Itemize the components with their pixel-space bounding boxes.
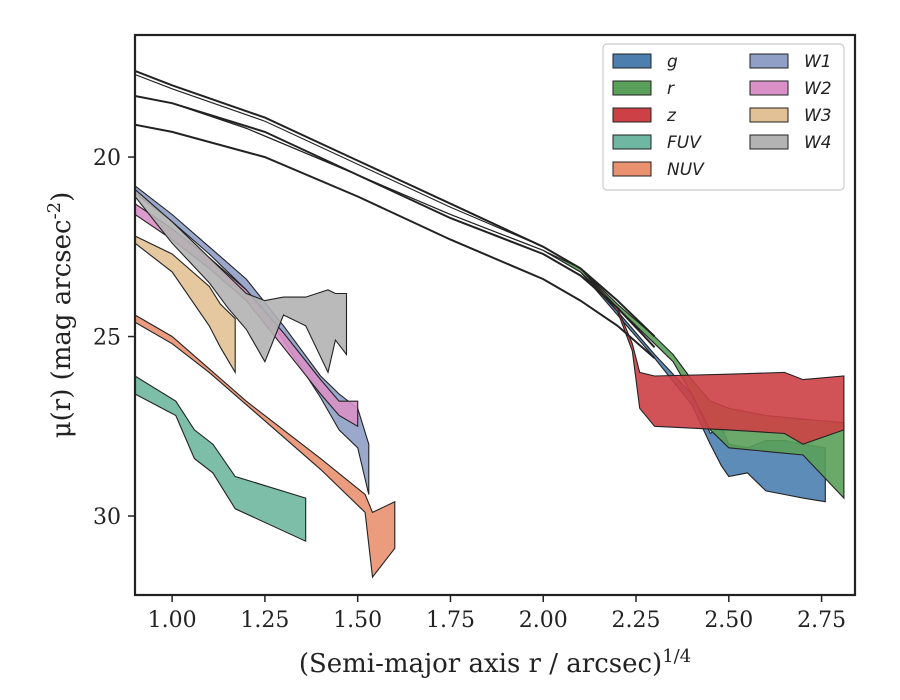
legend-label: r — [667, 79, 675, 99]
legend-swatch — [749, 80, 789, 96]
legend-swatch — [612, 53, 652, 69]
legend-swatch — [612, 80, 652, 96]
legend-swatch — [612, 161, 652, 177]
band-w1 — [135, 185, 370, 495]
band-fuv — [135, 375, 307, 543]
x-axis-label: (Semi-major axis r / arcsec)1/4 — [299, 646, 691, 679]
x-tick-label: 1.00 — [148, 608, 197, 633]
legend: grz FUV NUV W1 W2 W3 W4 — [602, 43, 845, 191]
legend-swatch — [749, 134, 789, 150]
band-w4 — [135, 188, 348, 375]
plot-frame — [133, 33, 857, 597]
legend-swatch — [749, 53, 789, 69]
y-axis: 20 25 30 — [93, 146, 135, 530]
x-tick-label: 1.75 — [426, 608, 475, 633]
y-axis-label: μ(r) (mag arcsec-2) — [44, 192, 77, 439]
x-tick-label: 2.50 — [704, 608, 753, 633]
legend-item-z: z — [612, 106, 677, 126]
legend-label: g — [667, 52, 678, 72]
legend-item-w4: W4 — [749, 133, 832, 153]
legend-label: W2 — [804, 79, 832, 99]
x-tick-label: 2.00 — [519, 608, 568, 633]
legend-swatch — [612, 107, 652, 123]
band-r — [135, 95, 845, 500]
profile-line-3 — [135, 123, 656, 359]
legend-label: z — [666, 106, 677, 126]
y-tick-label: 30 — [93, 505, 121, 530]
legend-swatch — [612, 134, 652, 150]
x-tick-label: 2.25 — [612, 608, 661, 633]
legend-item-nuv: NUV — [612, 160, 705, 180]
x-tick-label: 2.75 — [797, 608, 846, 633]
band-nuv — [135, 314, 396, 579]
x-tick-label: 1.50 — [333, 608, 382, 633]
legend-item-fuv: FUV — [612, 133, 702, 153]
profile-line-1 — [135, 69, 656, 338]
legend-label: W4 — [804, 133, 832, 153]
profile-curve-layer — [135, 69, 656, 359]
legend-item-w2: W2 — [749, 79, 832, 99]
legend-swatch — [749, 107, 789, 123]
profile-line-2 — [135, 95, 656, 348]
legend-item-r: r — [612, 79, 675, 99]
y-tick-label: 20 — [93, 146, 121, 171]
y-tick-label: 25 — [93, 326, 121, 351]
band-layer — [135, 73, 845, 579]
x-tick-label: 1.25 — [240, 608, 289, 633]
legend-label: W3 — [804, 106, 832, 126]
legend-label: W1 — [804, 52, 832, 72]
legend-item-w1: W1 — [749, 52, 832, 72]
legend-item-g: g — [612, 52, 678, 72]
x-axis: 1.00 1.25 1.50 1.75 2.00 2.25 2.50 2.75 — [148, 595, 846, 633]
legend-label: NUV — [667, 160, 705, 180]
band-w3 — [135, 235, 236, 375]
legend-item-w3: W3 — [749, 106, 832, 126]
legend-label: FUV — [667, 133, 702, 153]
